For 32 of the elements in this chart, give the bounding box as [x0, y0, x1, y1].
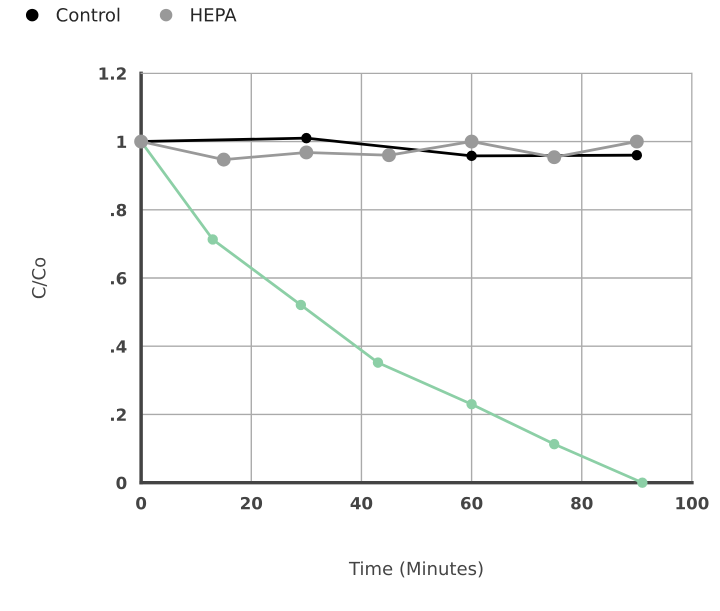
x-tick-label: 60	[461, 496, 482, 510]
y-tick-label: .4	[111, 340, 126, 353]
point	[547, 150, 562, 164]
point	[632, 150, 642, 160]
point	[372, 357, 384, 368]
point	[630, 134, 644, 148]
point	[296, 300, 306, 310]
point	[216, 152, 231, 167]
point	[549, 438, 560, 450]
x-tick-label: 80	[571, 496, 593, 510]
y-tick-label: 1	[118, 136, 126, 148]
y-tick-label: .8	[111, 204, 126, 216]
point	[464, 134, 479, 148]
point	[466, 150, 477, 162]
legend-label: HEPA	[191, 8, 236, 22]
y-tick-label: .2	[111, 408, 126, 421]
x-tick-label: 20	[241, 496, 262, 510]
y-tick-label: 1.2	[100, 67, 126, 80]
x-axis-title: Time (Minutes)	[348, 561, 483, 578]
point	[301, 132, 312, 144]
point	[382, 148, 396, 162]
point	[299, 146, 314, 160]
x-tick-label: 100	[676, 496, 709, 510]
x-tick-label: 0	[136, 496, 146, 510]
x-tick-label: 40	[350, 496, 372, 510]
y-tick-label: .6	[111, 272, 126, 285]
legend-label: Control	[56, 8, 120, 22]
y-axis-title: C/Co	[32, 258, 48, 298]
y-tick-label: 0	[116, 476, 126, 490]
point	[466, 399, 477, 410]
point	[208, 234, 218, 245]
point	[637, 477, 648, 488]
